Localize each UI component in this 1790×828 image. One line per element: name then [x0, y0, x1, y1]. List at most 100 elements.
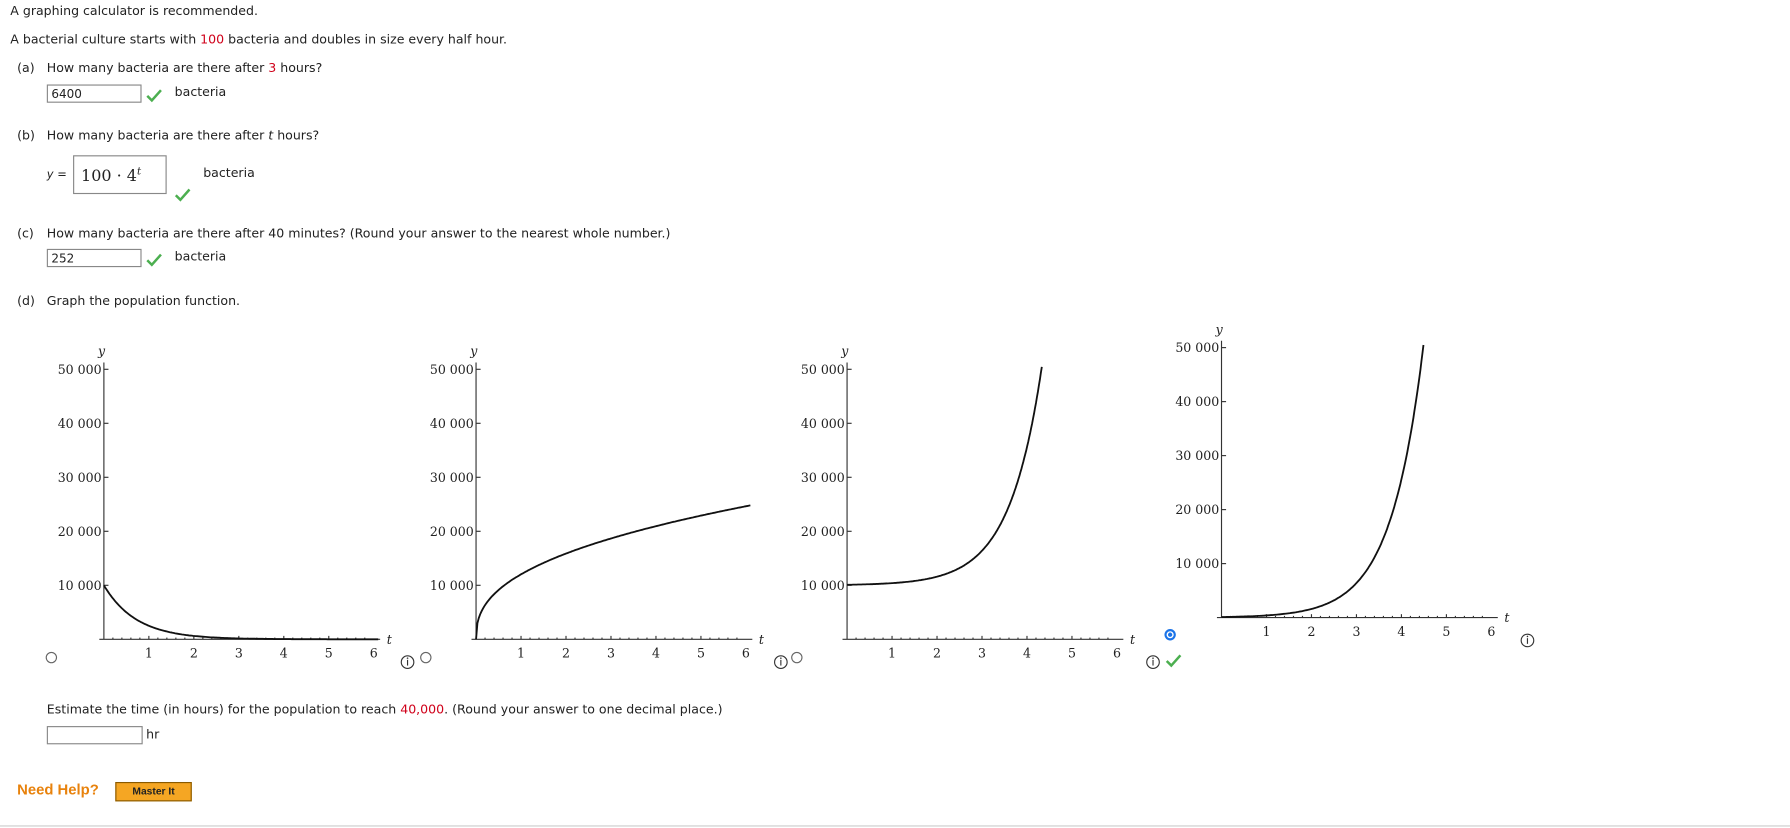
unit: bacteria — [174, 248, 227, 264]
x-tick-label: 2 — [1307, 624, 1315, 639]
unit: bacteria — [174, 84, 227, 100]
estimate-question: Estimate the time (in hours) for the pop… — [47, 702, 723, 718]
x-tick-label: 5 — [1442, 624, 1450, 639]
answer-input[interactable]: 252 — [46, 248, 142, 268]
answer-input[interactable]: 6400 — [46, 84, 142, 103]
lhs: y = — [46, 168, 67, 182]
check-icon — [174, 188, 191, 202]
x-tick-label: 5 — [325, 646, 333, 661]
y-axis-label: y — [97, 344, 106, 359]
x-tick-label: 4 — [280, 646, 288, 661]
check-icon — [1165, 654, 1182, 668]
check-icon — [146, 253, 162, 267]
x-tick-label: 5 — [697, 646, 705, 661]
info-icon[interactable] — [1520, 633, 1535, 648]
curve — [847, 366, 1043, 586]
highlight: 40,000 — [400, 702, 445, 717]
x-tick-label: 6 — [1113, 646, 1121, 661]
y-tick-label: 20 000 — [801, 524, 845, 539]
info-icon[interactable] — [1146, 655, 1160, 669]
curve — [475, 504, 751, 640]
answer-input[interactable]: 100 · 4t — [73, 155, 167, 195]
radio-button[interactable] — [1164, 629, 1176, 641]
variable: t — [268, 127, 274, 143]
y-axis-label: y — [840, 344, 849, 359]
text: hours? — [273, 127, 320, 143]
y-tick-label: 50 000 — [1175, 340, 1219, 355]
part-label: (a) — [17, 60, 35, 76]
x-tick-label: 6 — [742, 646, 750, 661]
graph: y t 50 000 40 000 30 000 20 000 10 000 1 2 3 4 5 6 — [45, 344, 393, 664]
radio-button[interactable] — [791, 651, 803, 664]
x-tick-label: 3 — [607, 646, 615, 661]
curve — [103, 584, 379, 641]
y-tick-label: 10 000 — [430, 578, 474, 593]
y-tick-label: 30 000 — [58, 470, 102, 485]
graph: y t 50 000 40 000 30 000 20 000 10 000 1 2 3 4 5 6 — [1164, 322, 1510, 641]
x-tick-label: 4 — [1023, 646, 1031, 661]
text: bacteria and doubles in size every half … — [224, 31, 508, 47]
text: hours? — [276, 60, 323, 76]
problem-text: A bacterial culture starts with 100 bact… — [10, 32, 507, 48]
radio-button[interactable] — [45, 651, 58, 664]
info-icon[interactable] — [774, 655, 788, 669]
help-label: Need Help? — [17, 780, 99, 798]
unit: bacteria — [203, 165, 255, 181]
y-tick-label: 40 000 — [430, 416, 474, 431]
answer-base: 100 · 4 — [81, 167, 137, 186]
y-tick-label: 50 000 — [801, 362, 845, 377]
question: How many bacteria are there after t hour… — [47, 128, 319, 144]
x-tick-label: 2 — [933, 646, 941, 661]
radio-dot — [1166, 631, 1174, 639]
part-label: (d) — [17, 293, 35, 309]
radio-outer — [45, 651, 58, 664]
question: Graph the population function. — [46, 293, 241, 309]
y-tick-label: 20 000 — [1175, 502, 1219, 517]
x-tick-label: 1 — [1262, 624, 1270, 639]
question: How many bacteria are there after 40 min… — [46, 226, 671, 241]
answer-input[interactable] — [46, 726, 143, 745]
highlight: 3 — [268, 60, 277, 76]
y-tick-label: 20 000 — [58, 524, 102, 539]
x-tick-label: 2 — [190, 646, 198, 661]
y-tick-label: 50 000 — [430, 362, 474, 377]
y-axis-label: y — [469, 344, 478, 359]
text: A bacterial culture starts with — [10, 31, 201, 47]
x-tick-label: 5 — [1068, 646, 1076, 661]
x-axis-label: t — [387, 632, 393, 647]
y-tick-label: 30 000 — [430, 470, 474, 485]
y-tick-label: 40 000 — [801, 416, 845, 431]
y-tick-label: 20 000 — [430, 524, 474, 539]
part-label: (b) — [17, 127, 35, 143]
x-tick-label: 1 — [888, 646, 896, 661]
master-it-button[interactable]: Master It — [115, 781, 192, 802]
question: How many bacteria are there after 3 hour… — [47, 61, 322, 77]
x-tick-label: 6 — [370, 646, 378, 661]
x-tick-label: 6 — [1487, 624, 1495, 639]
text: . (Round your answer to one decimal plac… — [444, 702, 723, 717]
x-axis-label: t — [759, 632, 765, 647]
y-tick-label: 50 000 — [58, 362, 102, 377]
radio-button[interactable] — [420, 651, 432, 664]
y-tick-label: 30 000 — [1175, 448, 1219, 463]
info-icon[interactable] — [400, 655, 415, 669]
x-tick-label: 2 — [562, 646, 570, 661]
text: How many bacteria are there after — [46, 60, 269, 76]
y-tick-label: 40 000 — [1175, 394, 1219, 409]
notice: A graphing calculator is recommended. — [10, 3, 258, 19]
divider — [0, 825, 1790, 827]
y-tick-label: 10 000 — [58, 578, 102, 593]
graph: y t 50 000 40 000 30 000 20 000 10 000 1 2 3 4 5 6 — [420, 344, 765, 664]
graph: y t 50 000 40 000 30 000 20 000 10 000 1 2 3 4 5 6 — [791, 344, 1136, 664]
radio-outer — [420, 651, 432, 664]
answer-exponent: t — [136, 166, 142, 179]
y-axis-label: y — [1215, 322, 1224, 337]
check-icon — [146, 89, 162, 103]
text: Estimate the time (in hours) for the pop… — [46, 702, 401, 717]
y-tick-label: 30 000 — [801, 470, 845, 485]
text: How many bacteria are there after — [46, 127, 269, 143]
y-tick-label: 10 000 — [1175, 556, 1219, 571]
x-axis-label: t — [1504, 610, 1510, 625]
